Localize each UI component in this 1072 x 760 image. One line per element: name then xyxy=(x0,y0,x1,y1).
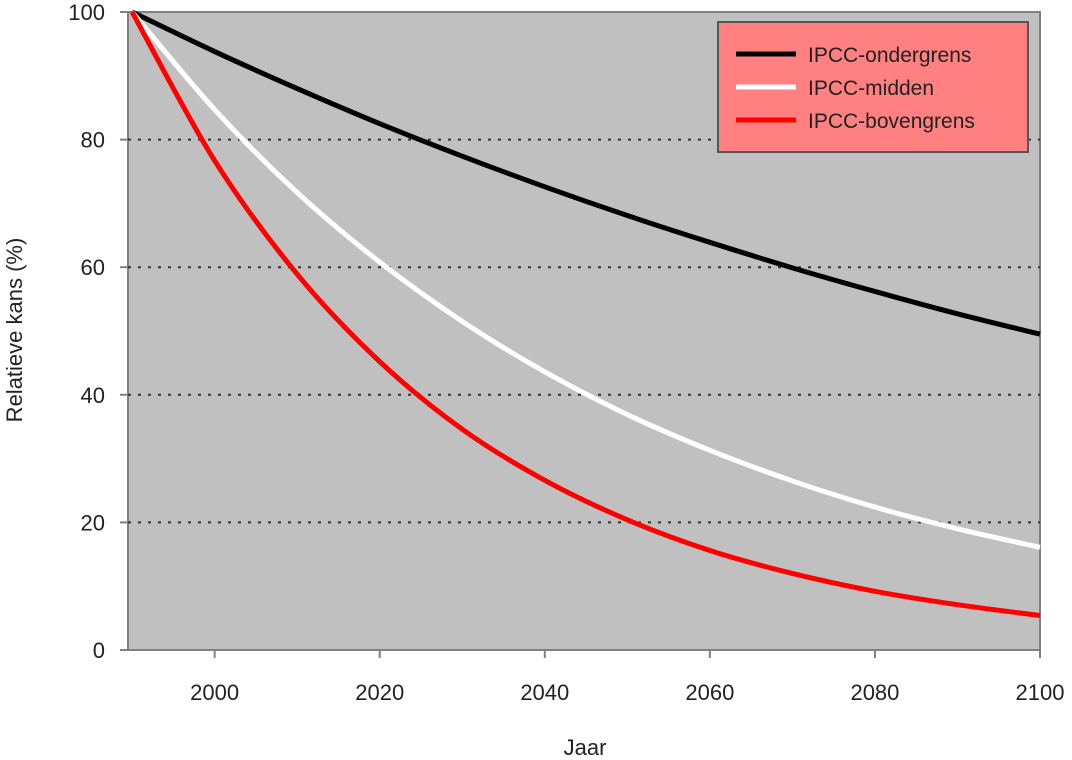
series-lines xyxy=(129,9,1041,619)
x-tick-label: 2060 xyxy=(685,680,734,705)
x-tick-label: 2040 xyxy=(520,680,569,705)
series-line-ipcc-bovengrens xyxy=(129,10,1041,619)
x-axis-label: Jaar xyxy=(564,735,607,760)
x-tick-label: 2020 xyxy=(355,680,404,705)
x-tick-label: 2100 xyxy=(1016,680,1065,705)
y-tick-label: 40 xyxy=(81,383,105,408)
y-tick-label: 20 xyxy=(81,510,105,535)
y-tick-label: 80 xyxy=(81,128,105,153)
y-tick-label: 100 xyxy=(68,0,105,25)
x-tick-label: 2000 xyxy=(190,680,239,705)
legend-label: IPCC-bovengrens xyxy=(808,110,975,133)
y-axis-label: Relatieve kans (%) xyxy=(2,238,27,423)
y-tick-label: 60 xyxy=(81,255,105,280)
series-line-ipcc-ondergrens xyxy=(131,9,1041,337)
series-line-ipcc-midden xyxy=(130,10,1041,550)
x-tick-label: 2080 xyxy=(850,680,899,705)
x-axis: 2000 2020 2040 2060 2080 2100 xyxy=(190,650,1064,705)
y-axis: 0 20 40 60 80 100 xyxy=(68,0,128,663)
y-tick-label: 0 xyxy=(93,638,105,663)
legend: IPCC-ondergrens IPCC-midden IPCC-bovengren… xyxy=(717,21,1029,153)
legend-label: IPCC-midden xyxy=(808,77,934,100)
legend-label: IPCC-ondergrens xyxy=(808,44,971,67)
